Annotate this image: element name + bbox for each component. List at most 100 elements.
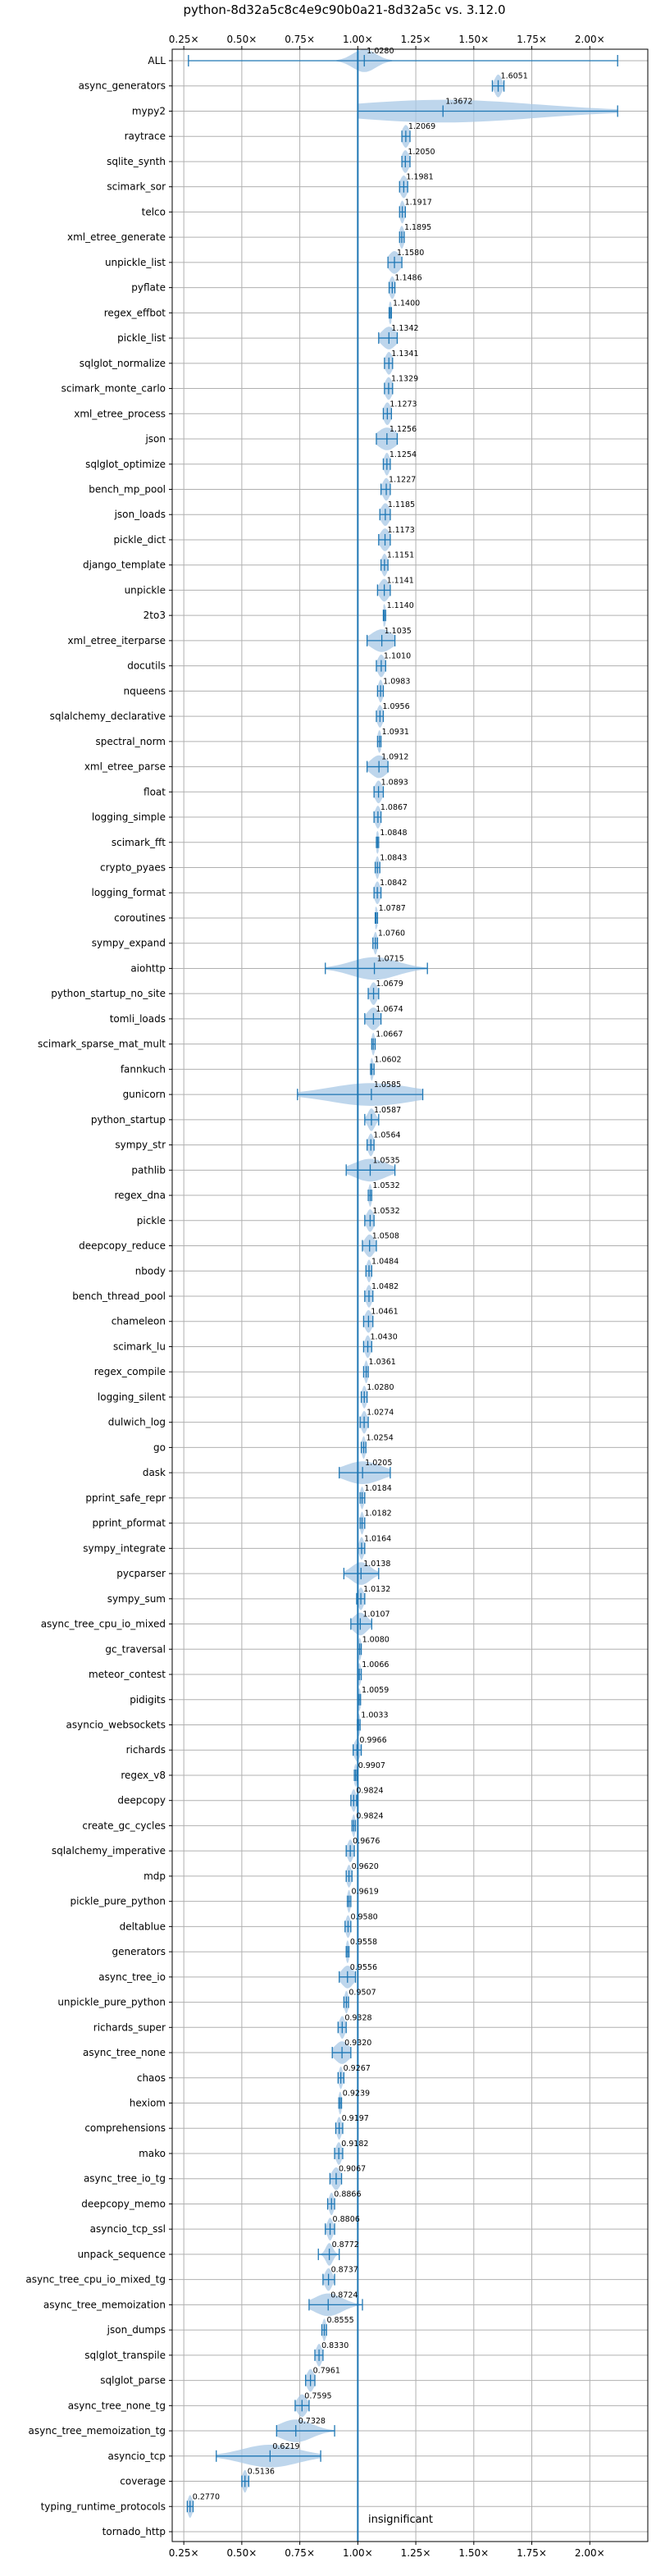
value-label: 0.8806 — [333, 2215, 360, 2224]
value-label: 0.9197 — [342, 2114, 369, 2123]
grid — [172, 49, 648, 2542]
value-label: 1.1035 — [385, 627, 412, 636]
category-label: sqlite_synth — [107, 156, 166, 167]
category-label: sqlglot_optimize — [85, 459, 166, 470]
category-label: telco — [142, 206, 166, 217]
violins — [186, 49, 618, 2519]
category-label: nbody — [135, 1265, 166, 1277]
category-label: sqlglot_parse — [100, 2375, 166, 2386]
category-label: tomli_loads — [110, 1013, 166, 1025]
value-label: 1.0535 — [372, 1156, 399, 1165]
value-label: 1.0138 — [363, 1560, 390, 1569]
value-label: 0.9182 — [341, 2140, 368, 2149]
category-label: json — [144, 433, 166, 445]
value-label: 0.8724 — [330, 2291, 358, 2300]
category-label: sympy_expand — [92, 938, 166, 949]
value-label: 1.0585 — [374, 1080, 401, 1089]
value-label: 1.0715 — [377, 954, 404, 963]
category-label: deltablue — [120, 1921, 166, 1932]
x-tick-label-bottom: 1.75× — [517, 2547, 547, 2559]
category-label: pycparser — [116, 1568, 166, 1579]
value-label: 1.0280 — [367, 47, 394, 56]
axes: 0.25× 0.25× 0.50× 0.50× 0.75× 0.75× 1.00× 1.00×… — [25, 34, 649, 2559]
value-label: 0.9676 — [353, 1837, 380, 1846]
value-label: 1.1140 — [387, 601, 414, 610]
category-label: mako — [139, 2148, 166, 2159]
category-label: comprehensions — [84, 2122, 166, 2134]
category-label: async_generators — [79, 80, 166, 92]
value-label: 0.9580 — [350, 1912, 377, 1921]
category-label: async_tree_cpu_io_mixed — [41, 1619, 166, 1630]
chart-title: python-8d32a5c8c4e9c90b0a21-8d32a5c vs. … — [183, 2, 505, 17]
value-label: 1.6051 — [501, 72, 528, 81]
category-label: unpickle_list — [105, 257, 166, 268]
value-label: 1.2050 — [408, 148, 435, 157]
category-label: hexiom — [130, 2098, 166, 2109]
category-label: pprint_pformat — [93, 1518, 166, 1529]
category-label: json_loads — [114, 509, 166, 520]
category-label: gc_traversal — [105, 1643, 166, 1655]
category-label: spectral_norm — [95, 736, 166, 747]
category-label: float — [144, 786, 166, 797]
value-labels: 1.0280 1.6051 1.3672 1.2069 1.2050 1.1981 1.19… — [193, 47, 528, 2501]
category-label: mypy2 — [132, 105, 166, 116]
value-label: 1.0912 — [381, 753, 408, 762]
category-label: unpickle — [125, 584, 166, 596]
category-label: async_tree_none — [83, 2047, 166, 2058]
category-label: nqueens — [124, 685, 166, 697]
x-tick-label-top: 0.50× — [226, 34, 257, 45]
value-label: 1.1151 — [387, 551, 414, 560]
value-label: 0.9267 — [344, 2064, 371, 2073]
value-label: 1.1329 — [391, 375, 418, 384]
value-label: 1.1341 — [391, 349, 418, 359]
value-label: 1.0059 — [362, 1686, 389, 1695]
value-label: 1.0956 — [382, 702, 409, 711]
category-label: typing_runtime_protocols — [41, 2501, 166, 2512]
x-tick-label-bottom: 0.50× — [226, 2547, 257, 2559]
x-tick-label-bottom: 1.50× — [458, 2547, 489, 2559]
value-label: 0.9824 — [356, 1811, 383, 1820]
x-tick-label-top: 2.00× — [575, 34, 605, 45]
category-label: pickle_dict — [114, 534, 166, 546]
value-label: 0.2770 — [193, 2492, 220, 2501]
value-label: 0.8330 — [321, 2341, 348, 2350]
category-label: deepcopy_memo — [81, 2198, 166, 2209]
category-label: bench_mp_pool — [89, 483, 166, 495]
value-label: 1.0482 — [371, 1282, 399, 1291]
category-label: async_tree_io_tg — [84, 2173, 166, 2185]
value-label: 1.0132 — [363, 1585, 390, 1594]
value-label: 1.1342 — [391, 324, 418, 333]
value-label: 0.9556 — [350, 1963, 377, 1972]
value-label: 1.1185 — [388, 500, 415, 509]
category-label: sqlalchemy_declarative — [50, 710, 166, 722]
value-label: 0.9507 — [348, 1989, 376, 1998]
x-tick-label-bottom: 1.25× — [401, 2547, 431, 2559]
x-tick-label-bottom: 0.75× — [285, 2547, 315, 2559]
category-label: asyncio_websockets — [66, 1719, 166, 1730]
category-label: xml_etree_process — [74, 408, 166, 419]
value-label: 1.0164 — [364, 1534, 391, 1543]
value-label: 1.0508 — [372, 1232, 399, 1241]
category-label: logging_simple — [92, 811, 166, 823]
value-label: 1.1400 — [393, 299, 420, 308]
category-label: pickle_pure_python — [71, 1896, 166, 1907]
category-label: xml_etree_generate — [67, 231, 166, 243]
value-label: 1.0787 — [379, 904, 406, 913]
category-label: dulwich_log — [108, 1417, 166, 1428]
category-label: bench_thread_pool — [72, 1290, 166, 1302]
value-label: 1.0033 — [361, 1710, 388, 1720]
value-label: 1.1273 — [390, 400, 417, 409]
category-label: richards — [126, 1744, 166, 1756]
value-label: 1.1227 — [389, 475, 416, 484]
category-label: pyflate — [131, 282, 166, 294]
value-label: 0.7595 — [304, 2391, 331, 2400]
category-label: sympy_integrate — [83, 1542, 166, 1554]
value-label: 1.1141 — [387, 576, 414, 585]
category-label: sqlglot_normalize — [80, 358, 166, 369]
value-label: 0.9320 — [344, 2039, 371, 2048]
value-label: 1.0107 — [362, 1610, 390, 1619]
category-label: pprint_safe_repr — [85, 1492, 166, 1504]
category-label: async_tree_memoization_tg — [29, 2425, 166, 2437]
value-label: 1.0080 — [362, 1635, 390, 1644]
